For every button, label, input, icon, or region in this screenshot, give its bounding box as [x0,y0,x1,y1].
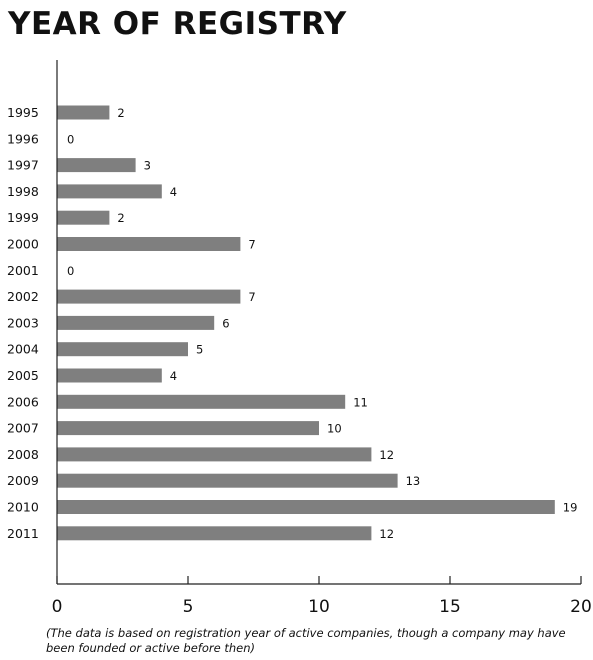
category-label: 2000 [7,237,39,252]
category-label: 1998 [7,184,39,199]
data-label: 10 [327,422,342,436]
category-label: 1996 [7,131,39,146]
data-label: 12 [379,527,394,541]
data-label: 3 [144,159,151,173]
category-label: 2007 [7,421,39,436]
bar [57,500,555,514]
data-label: 19 [563,501,578,515]
data-label: 0 [67,132,74,146]
category-label: 2008 [7,447,39,462]
data-label: 4 [170,369,177,383]
bars-group [57,105,555,541]
data-label: 2 [117,106,124,120]
category-label: 1997 [7,158,39,173]
bar [57,394,346,409]
category-label: 2006 [7,394,39,409]
data-label: 2 [117,211,124,225]
data-labels-group: 2 0 3 4 2 7 0 7 6 5 4 11 10 12 13 19 12 [67,106,577,541]
x-tick-label: 20 [570,597,592,617]
category-label: 2009 [7,473,39,488]
category-label: 2005 [7,368,39,383]
category-label: 1995 [7,105,39,120]
x-tick-label: 0 [52,597,63,617]
category-label: 2004 [7,342,39,357]
x-tick-label: 15 [439,597,461,617]
bar [57,526,372,541]
category-label: 1999 [7,210,39,225]
bar [57,473,398,488]
data-label: 13 [406,474,421,488]
category-labels-group: 1995 1996 1997 1998 1999 2000 2001 2002 2003 2004… [7,105,39,541]
footnote: (The data is based on registration year … [46,626,566,655]
bar [57,421,319,436]
category-label: 2001 [7,263,39,278]
x-ticks-group: 0 5 10 15 20 [52,576,592,617]
bar [57,184,162,199]
data-label: 7 [248,238,255,252]
bar [57,105,110,120]
bar [57,289,241,304]
data-label: 7 [248,290,255,304]
category-label: 2011 [7,526,39,541]
chart-title: YEAR OF REGISTRY [8,6,347,42]
x-tick-label: 10 [308,597,330,617]
bar [57,447,372,462]
data-label: 6 [222,316,229,330]
category-label: 2010 [7,500,39,515]
bar [57,210,110,225]
bar [57,315,215,330]
category-label: 2002 [7,289,39,304]
bar [57,237,241,251]
x-tick-label: 5 [183,597,194,617]
data-label: 4 [170,185,177,199]
bar [57,342,188,357]
data-label: 0 [67,264,74,278]
data-label: 11 [353,395,368,409]
data-label: 5 [196,343,203,357]
data-label: 12 [379,448,394,462]
bar [57,158,136,173]
bar [57,368,162,383]
category-label: 2003 [7,315,39,330]
